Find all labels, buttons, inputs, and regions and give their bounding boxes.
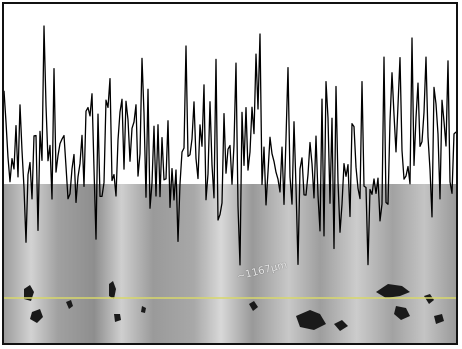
image-frame: ~1167µm <box>2 2 458 345</box>
dark-particles <box>24 281 444 331</box>
signal-trace <box>4 25 456 266</box>
trace-line <box>4 25 456 266</box>
